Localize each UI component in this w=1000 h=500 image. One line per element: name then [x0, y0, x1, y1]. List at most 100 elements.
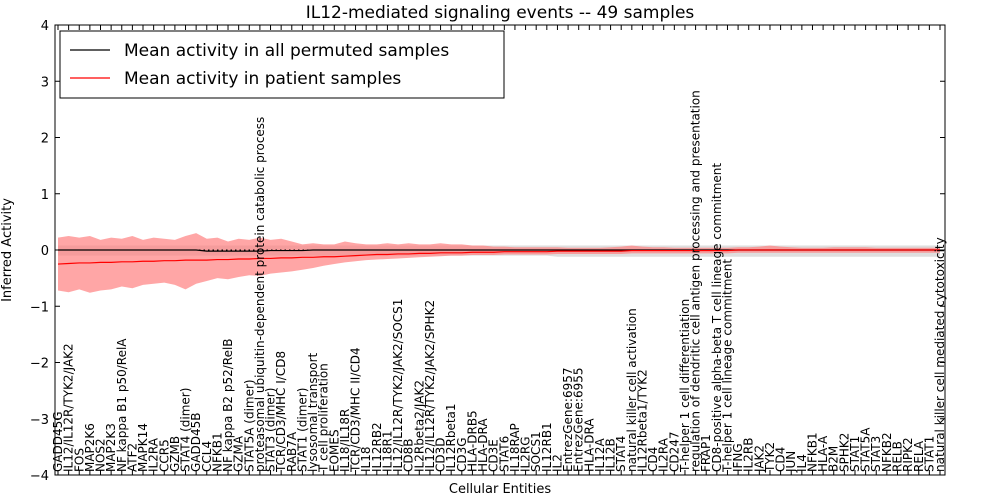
- x-category-label: CD8-positive alpha-beta T cell lineage c…: [710, 163, 724, 472]
- legend-label-permuted: Mean activity in all permuted samples: [124, 41, 449, 61]
- x-category-label: STAT1: [848, 436, 862, 472]
- x-category-label: EOMES: [327, 429, 341, 472]
- x-category-label: IL12A: [593, 438, 607, 472]
- x-category-label: CD4: [646, 447, 660, 472]
- x-category-label: IL2RA: [147, 437, 161, 472]
- chart-title: IL12-mediated signaling events -- 49 sam…: [306, 3, 695, 23]
- x-category-label: RAB7A: [285, 431, 299, 472]
- x-category-label: IL18R1: [380, 431, 394, 472]
- x-category-label: SPHK2: [837, 433, 851, 472]
- x-category-label: ATF2: [125, 443, 139, 472]
- x-category-label: JAK2: [752, 445, 766, 473]
- category-labels-layer: GADD45GIL12/IL12R/TYK2/JAK2FOSMAP2K6NOS2…: [51, 90, 947, 473]
- x-category-label: GADD45B: [189, 412, 203, 472]
- x-axis-title: Cellular Entities: [449, 482, 551, 497]
- x-category-label: EntrezGene:6955: [572, 368, 586, 473]
- y-tick-label: −3: [30, 413, 49, 428]
- x-category-label: MAP2K3: [104, 423, 118, 472]
- x-category-label: IL18RAP: [508, 423, 522, 472]
- x-category-label: NFKB1: [805, 432, 819, 472]
- x-category-label: CD3E: [487, 439, 501, 472]
- x-category-label: IL12RB2: [370, 422, 384, 472]
- y-tick-label: −4: [30, 469, 49, 484]
- y-tick-label: 1: [41, 188, 49, 203]
- x-category-label: GZMB: [168, 436, 182, 472]
- x-category-label: IL2RB: [742, 438, 756, 472]
- x-category-label: HLA-DRB5: [465, 410, 479, 472]
- x-category-label: IL2RG: [519, 437, 533, 473]
- x-category-label: IL12B: [604, 438, 618, 472]
- x-category-label: lysosomal transport: [306, 352, 320, 472]
- x-category-label: NOS2: [94, 438, 108, 472]
- x-category-label: IL18/IL18R: [338, 409, 352, 472]
- x-category-label: T-helper 1 cell differentiation: [678, 299, 692, 473]
- y-tick-label: 3: [41, 75, 49, 90]
- x-category-label: JUN: [784, 451, 798, 473]
- x-category-label: TCR/CD3/MHC I/CD8: [274, 351, 288, 473]
- x-category-label: IL2: [550, 454, 564, 472]
- x-category-label: NFKB2: [880, 432, 894, 472]
- x-category-label: NF kappa B1 p50/RelA: [115, 338, 129, 472]
- legend: Mean activity in all permuted samples Me…: [59, 30, 505, 99]
- x-category-label: IL12RB1: [540, 422, 554, 472]
- x-category-label: FOS: [72, 448, 86, 472]
- y-tick-label: 0: [41, 244, 49, 259]
- x-category-label: SOCS1: [529, 431, 543, 472]
- x-category-label: STAT6: [497, 436, 511, 472]
- x-category-label: GZMA: [232, 435, 246, 472]
- patient-band-layer: [58, 233, 940, 293]
- x-category-label: CD4: [774, 447, 788, 472]
- x-category-label: CCR5: [157, 439, 171, 472]
- x-category-label: NFKB1: [210, 432, 224, 472]
- x-category-label: STAT5A: [859, 427, 873, 472]
- legend-box: [59, 30, 505, 99]
- x-category-label: STAT1: [922, 436, 936, 472]
- y-axis: −4 −3 −2 −1 0 1 2 3 4: [30, 19, 945, 484]
- patient-mean-line: [57, 249, 940, 265]
- x-category-label: IL12Rbeta1: [444, 403, 458, 472]
- x-category-label: CD8B: [402, 438, 416, 472]
- x-category-label: CD247: [667, 431, 681, 472]
- x-category-label: MAPK14: [136, 423, 150, 472]
- y-tick-label: 4: [41, 19, 49, 34]
- x-category-label: CCL4: [200, 441, 214, 472]
- x-category-label: IL12Rbeta1/TYK2: [635, 369, 649, 472]
- x-category-label: proteasomal ubiquitin-dependent protein …: [253, 117, 267, 472]
- x-category-label: regulation of dendritic cell antigen pro…: [689, 90, 703, 472]
- patient-band-area: [58, 233, 940, 293]
- x-category-label: FRAP1: [699, 434, 713, 472]
- x-category-label: STAT4 (dimer): [179, 388, 193, 472]
- x-category-label: IL12/IL12R/TYK2/JAK2/SOCS1: [391, 299, 405, 472]
- x-category-label: NF kappa B2 p52/RelB: [221, 338, 235, 472]
- x-category-label: natural killer cell activation: [625, 308, 639, 472]
- x-category-label: IL18: [359, 447, 373, 473]
- x-category-label: CD3G: [455, 437, 469, 472]
- y-tick-label: 2: [41, 132, 49, 147]
- x-category-label: IL2RA: [657, 437, 671, 472]
- x-category-label: STAT4: [614, 436, 628, 472]
- x-category-label: IL4: [795, 454, 809, 472]
- x-category-label: HLA-DRA: [582, 418, 596, 472]
- x-category-label: HLA-A: [816, 435, 830, 472]
- x-category-label: TCR/CD3/MHC II/CD4: [349, 347, 363, 473]
- y-tick-label: −1: [30, 300, 49, 315]
- x-category-label: EntrezGene:6957: [561, 367, 575, 472]
- series-lines-layer: [57, 249, 940, 265]
- x-category-label: TYK2: [763, 442, 777, 473]
- x-category-label: MAP2K6: [83, 423, 97, 472]
- x-category-label: IL12/IL12R/TYK2/JAK2: [62, 343, 76, 472]
- y-axis-title: Inferred Activity: [0, 198, 15, 302]
- x-category-label: STAT3: [869, 436, 883, 472]
- x-category-label: T cell proliferation: [317, 363, 331, 473]
- x-category-label: STAT1 (dimer): [295, 388, 309, 472]
- x-category-label: STAT3 (dimer): [264, 388, 278, 472]
- y-tick-label: −2: [30, 357, 49, 372]
- x-axis-ticks: [57, 25, 941, 475]
- x-category-label: IL12/IL12R/TYK2/JAK2/SPHK2: [423, 300, 437, 472]
- x-category-label: T-helper 1 cell lineage commitment: [720, 259, 734, 473]
- x-category-label: natural killer cell mediated cytotoxicit…: [933, 237, 947, 472]
- legend-label-patient: Mean activity in patient samples: [124, 69, 401, 89]
- x-category-label: IFNG: [731, 443, 745, 472]
- x-category-label: IL2Rbeta2/JAK2: [412, 380, 426, 472]
